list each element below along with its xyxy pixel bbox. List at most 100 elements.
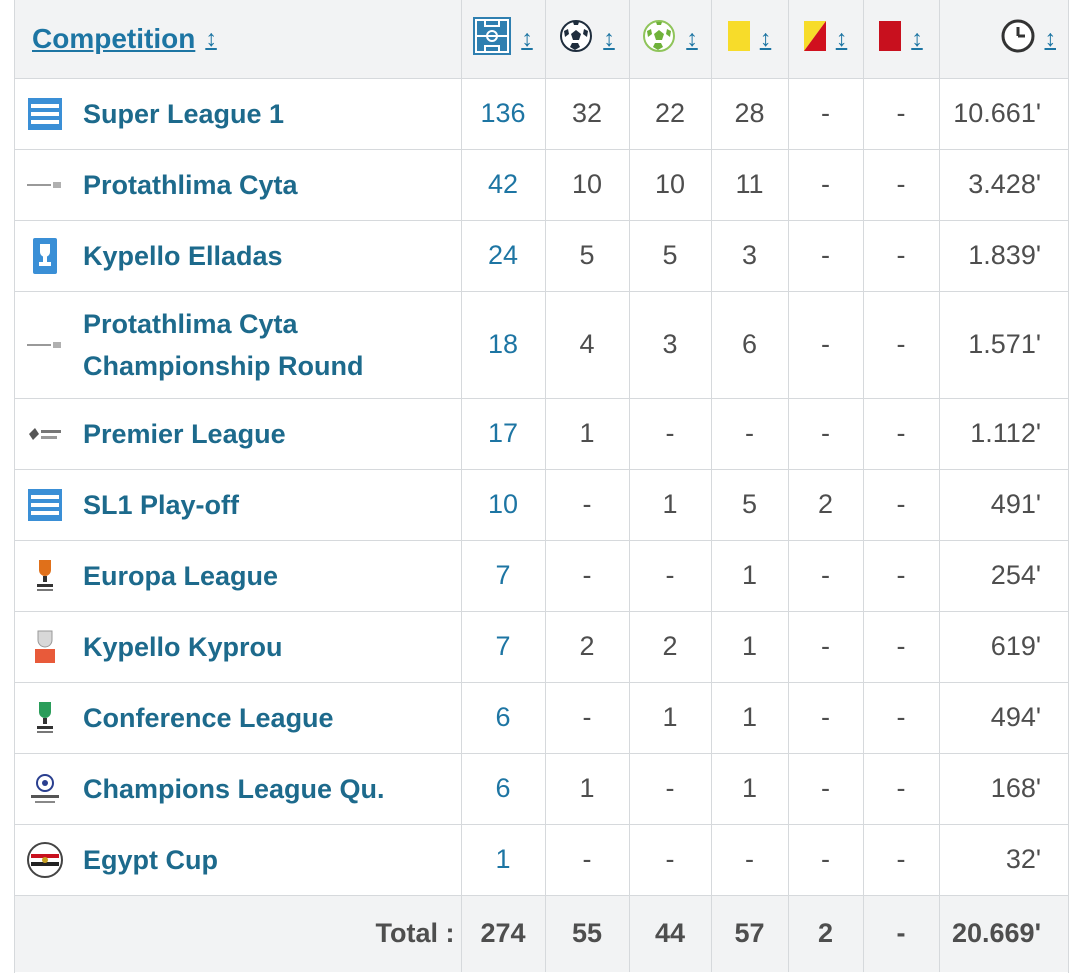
assists-cell: - [629,398,712,470]
totals-label: Total : [15,895,462,972]
yellow-red-cards-cell: - [788,291,864,399]
assists-cell: 3 [629,291,712,399]
header-competition[interactable]: Competition ↕ [15,0,462,79]
assists-cell: 1 [629,469,712,541]
minutes-cell: 494' [939,682,1068,754]
appearances-cell[interactable]: 24 [461,220,546,292]
table-row: Premier League 17 1- - - -1.112' [15,398,1068,470]
minutes-cell: 1.839' [939,220,1068,292]
red-card-icon [879,21,902,56]
goals-cell: - [545,540,630,612]
egypt-premier-league-logo[interactable] [27,416,63,452]
competition-sort-link[interactable]: Competition [32,22,196,54]
competition-link[interactable]: SL1 Play-off [83,489,240,520]
assists-cell: 5 [629,220,712,292]
goals-cell: 1 [545,398,630,470]
sort-arrows-icon[interactable]: ↕ [205,25,217,52]
red-cards-cell: - [863,469,940,541]
totals-row: Total : 274 55 44 57 2 - 20.669' [15,895,1068,972]
appearances-cell[interactable]: 7 [461,611,546,683]
yellow-red-cards-cell: - [788,753,864,825]
appearances-cell[interactable]: 42 [461,149,546,221]
table-row: Egypt Cup 1- - - - -32' [15,824,1068,896]
appearances-cell[interactable]: 17 [461,398,546,470]
sort-arrows-icon[interactable]: ↕ [603,25,615,52]
goals-cell: 2 [545,611,630,683]
sort-arrows-icon[interactable]: ↕ [521,25,533,52]
competition-link[interactable]: Europa League [83,560,279,591]
assists-cell: 10 [629,149,712,221]
minutes-cell: 619' [939,611,1068,683]
competition-link[interactable]: Conference League [83,702,334,733]
header-assists[interactable]: ↕ [629,0,712,79]
egypt-cup-logo[interactable] [27,841,63,878]
competition-cell: Egypt Cup [15,824,462,896]
competition-link[interactable]: Super League 1 [83,98,285,129]
minutes-cell: 491' [939,469,1068,541]
minutes-cell: 1.571' [939,291,1068,399]
super-league-greece-logo[interactable] [27,96,63,132]
greek-cup-logo[interactable] [27,237,63,274]
competition-link[interactable]: Premier League [83,418,286,449]
header-yellow-cards[interactable]: ↕ [711,0,789,79]
red-cards-cell: - [863,753,940,825]
appearances-cell[interactable]: 1 [461,824,546,896]
assists-cell: 1 [629,682,712,754]
appearances-cell[interactable]: 18 [461,291,546,399]
stats-table-container: Competition ↕ [14,0,1069,973]
goals-cell: - [545,469,630,541]
yellow-card-icon [727,21,750,56]
yellow-red-cards-cell: - [788,398,864,470]
red-cards-cell: - [863,398,940,470]
goals-cell: 10 [545,149,630,221]
europa-league-logo[interactable] [27,558,63,594]
appearances-cell[interactable]: 10 [461,469,546,541]
yellow-red-cards-cell: - [788,149,864,221]
yellow-cards-cell: 11 [711,149,789,221]
header-appearances[interactable]: ↕ [461,0,546,79]
competition-link[interactable]: Protathlima Cyta [83,169,298,200]
sort-arrows-icon[interactable]: ↕ [911,25,923,52]
yellow-cards-cell: - [711,824,789,896]
cyprus-cup-logo[interactable] [27,629,63,665]
sort-arrows-icon[interactable]: ↕ [686,25,698,52]
table-header-row: Competition ↕ [15,0,1068,79]
yellow-red-cards-cell: - [788,824,864,896]
competition-cell: Premier League [15,398,462,470]
totals-apps: 274 [461,895,546,972]
header-goals[interactable]: ↕ [545,0,630,79]
cyta-championship-logo[interactable] [27,327,63,363]
table-row: Europa League 7- -1- -254' [15,540,1068,612]
sort-arrows-icon[interactable]: ↕ [835,25,848,52]
sort-arrows-icon[interactable]: ↕ [759,25,772,52]
appearances-cell[interactable]: 6 [461,753,546,825]
sort-arrows-icon[interactable]: ↕ [1044,25,1057,52]
competition-cell: Protathlima Cyta [15,149,462,221]
minutes-cell: 10.661' [939,78,1068,150]
table-row: Protathlima Cyta Championship Round 18 4 3 6… [15,291,1068,399]
competition-link[interactable]: Kypello Elladas [83,240,283,271]
conference-league-logo[interactable] [27,700,63,736]
competition-cell: Super League 1 [15,78,462,150]
appearances-cell[interactable]: 136 [461,78,546,150]
competition-link[interactable]: Kypello Kyprou [83,631,283,662]
appearances-cell[interactable]: 7 [461,540,546,612]
champions-league-logo[interactable] [27,771,63,807]
assists-cell: - [629,540,712,612]
yellow-cards-cell: 1 [711,611,789,683]
appearances-cell[interactable]: 6 [461,682,546,754]
table-row: Super League 1 136 32 22 28- -10.661' [15,78,1068,150]
header-yellow-red-cards[interactable]: ↕ [788,0,864,79]
competition-link[interactable]: Protathlima Cyta Championship Round [83,308,364,381]
yellow-red-card-icon [803,21,826,56]
competition-link[interactable]: Champions League Qu. [83,773,385,804]
yellow-cards-cell: 1 [711,682,789,754]
header-minutes[interactable]: ↕ [939,0,1068,79]
yellow-cards-cell: 3 [711,220,789,292]
goals-cell: 4 [545,291,630,399]
totals-yellow-red: 2 [788,895,864,972]
header-red-cards[interactable]: ↕ [863,0,940,79]
competition-link[interactable]: Egypt Cup [83,844,218,875]
cyta-league-logo[interactable] [27,167,63,203]
super-league-playoff-logo[interactable] [27,487,63,523]
